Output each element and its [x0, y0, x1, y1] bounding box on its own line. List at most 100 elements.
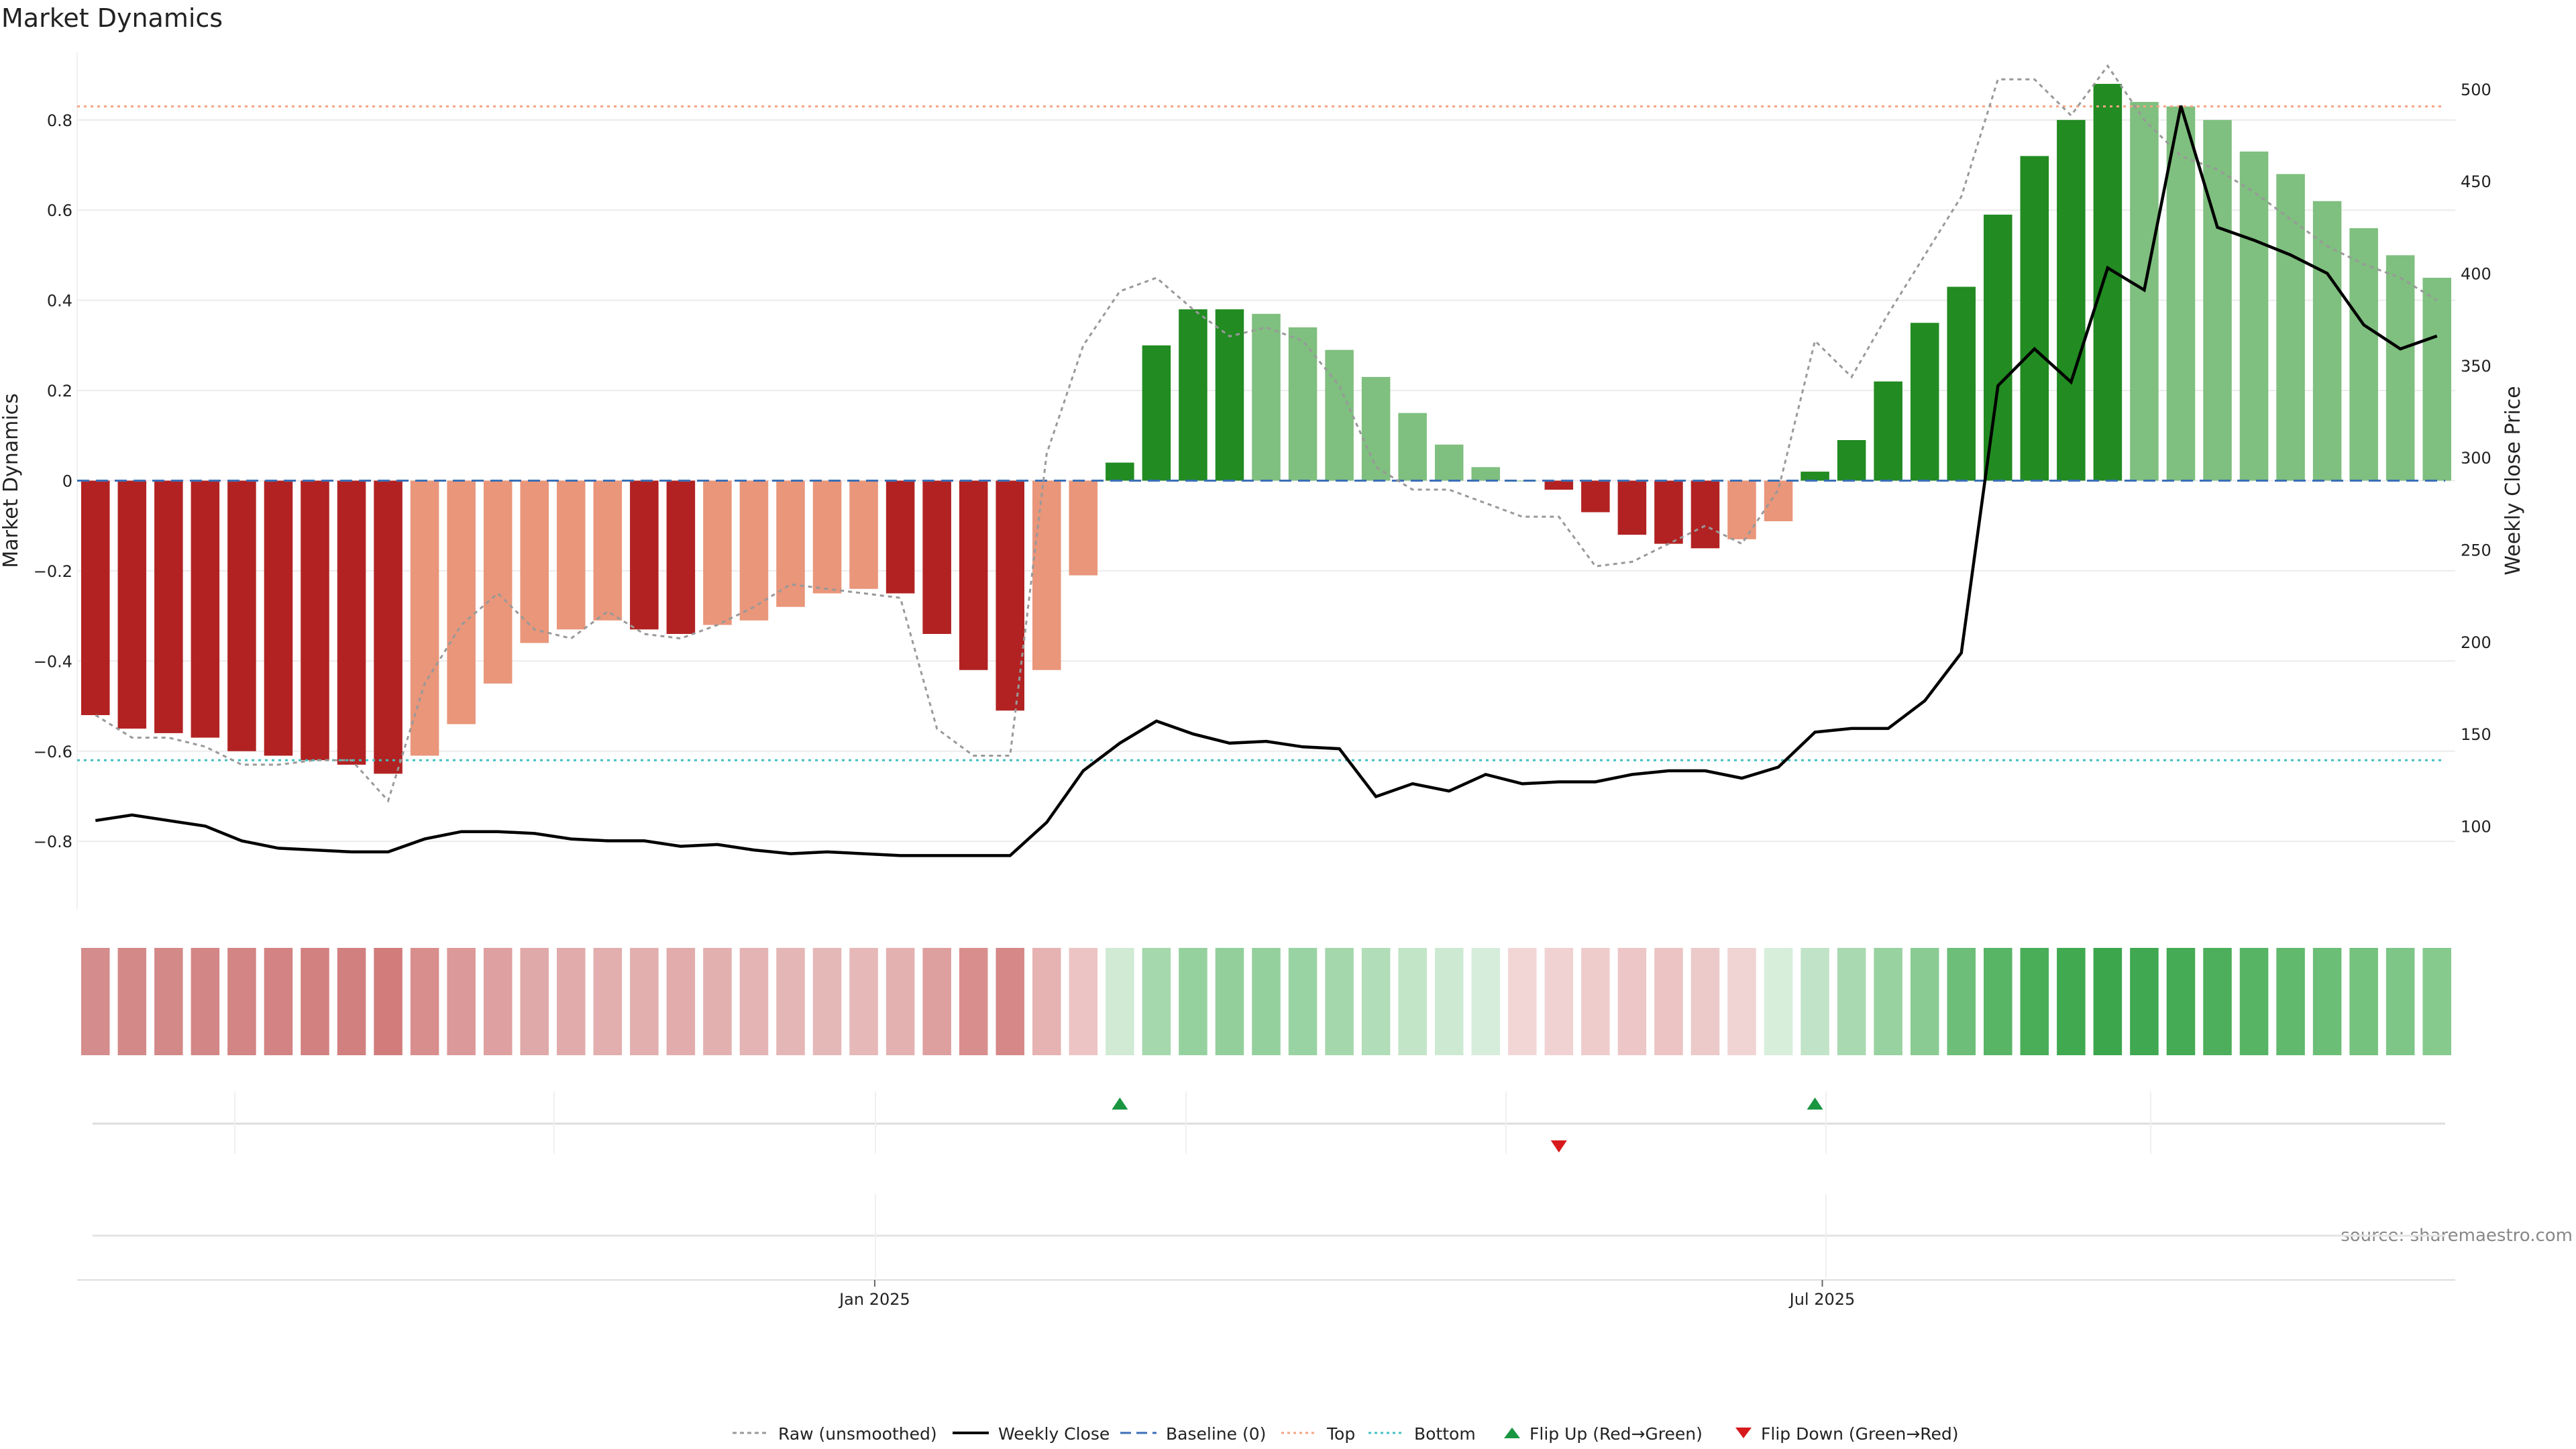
strip-cell — [483, 948, 513, 1055]
bar — [1215, 309, 1244, 481]
legend-item: Flip Up (Red→Green) — [1504, 1424, 1703, 1444]
strip-cell — [1252, 948, 1281, 1055]
bar — [1142, 345, 1171, 481]
strip-cell — [2057, 948, 2086, 1055]
bar — [959, 480, 988, 670]
bar — [812, 480, 842, 594]
flip-up-marker — [1807, 1097, 1823, 1110]
flip-markers-panel — [93, 1091, 2445, 1278]
bar — [996, 480, 1025, 711]
strip-cell — [1106, 948, 1134, 1055]
flip-down-marker — [1550, 1140, 1567, 1152]
legend-item: Raw (unsmoothed) — [733, 1424, 937, 1444]
bar — [2422, 278, 2452, 481]
strip-cell — [374, 948, 402, 1055]
bar — [2020, 156, 2049, 481]
legend-label: Flip Down (Green→Red) — [1761, 1424, 1959, 1444]
strip-cell — [1179, 948, 1208, 1055]
bar — [776, 480, 805, 607]
y2-tick-label: 250 — [2461, 541, 2491, 559]
bar — [2276, 174, 2305, 481]
strip-cell — [630, 948, 659, 1055]
strip-cell — [885, 948, 915, 1055]
bar — [1910, 323, 1939, 481]
bar — [1690, 480, 1720, 549]
x-tick-label: Jan 2025 — [838, 1290, 910, 1309]
legend-item: Weekly Close — [953, 1424, 1110, 1444]
strip-cell — [922, 948, 951, 1055]
y-tick-label: 0 — [62, 472, 72, 491]
strip-cell — [80, 948, 110, 1055]
bar — [630, 480, 659, 630]
bar — [227, 480, 256, 751]
strip-cell — [520, 948, 549, 1055]
y-axis-label: Market Dynamics — [0, 393, 23, 568]
bar — [2312, 201, 2342, 481]
bar — [447, 480, 476, 724]
strip-cell — [556, 948, 586, 1055]
y-tick-label: −0.6 — [34, 743, 72, 761]
strip-cell — [1801, 948, 1829, 1055]
legend-label: Top — [1326, 1424, 1355, 1444]
y-tick-label: −0.2 — [34, 562, 72, 581]
bar — [2349, 228, 2378, 481]
bar — [1179, 309, 1208, 481]
ticks-layer: 0.8 0.6 0.4 0.2 0 −0.2 −0.4 −0.6 −0.8 500 450 400 35… — [34, 80, 2491, 851]
bar — [1654, 480, 1683, 544]
bar — [1837, 440, 1866, 481]
bar — [666, 480, 696, 635]
x-tick-label: Jul 2025 — [1788, 1290, 1856, 1309]
bar — [849, 480, 878, 589]
bar — [191, 480, 220, 738]
strip-cell — [2093, 948, 2123, 1055]
bar — [410, 480, 439, 756]
flip-up-legend-icon — [1504, 1428, 1520, 1438]
bar — [2057, 119, 2086, 481]
chart-title: Market Dynamics — [1, 3, 223, 33]
bar — [1544, 480, 1574, 490]
bar — [922, 480, 951, 635]
y-tick-label: 0.2 — [47, 382, 72, 400]
legend-label: Weekly Close — [998, 1424, 1110, 1444]
bar — [154, 480, 183, 733]
legend-item: Baseline (0) — [1120, 1424, 1266, 1444]
y2-tick-label: 400 — [2461, 265, 2491, 284]
bar — [1581, 480, 1610, 513]
strip-cell — [410, 948, 439, 1055]
raw-line — [95, 64, 2438, 803]
y-tick-label: −0.8 — [34, 833, 72, 851]
y2-axis-label: Weekly Close Price — [2502, 386, 2525, 575]
strip-cell — [1910, 948, 1939, 1055]
x-axis: Jan 2025 Jul 2025 — [77, 1279, 2455, 1309]
strip-cell — [703, 948, 732, 1055]
bar — [1398, 413, 1427, 481]
flip-down-legend-icon — [1735, 1428, 1752, 1438]
bar — [117, 480, 147, 729]
y2-tick-label: 500 — [2461, 80, 2491, 99]
strip-cell — [1142, 948, 1171, 1055]
bar — [301, 480, 329, 761]
legend-label: Raw (unsmoothed) — [778, 1424, 937, 1444]
strip-cell — [959, 948, 988, 1055]
bar — [1874, 381, 1902, 481]
strip-cell — [812, 948, 842, 1055]
strip-cell — [227, 948, 256, 1055]
strip-cell — [1471, 948, 1501, 1055]
bar — [1983, 214, 2012, 481]
bar — [1471, 467, 1501, 481]
bar — [1801, 472, 1829, 481]
bar — [1032, 480, 1061, 670]
strip-cell — [1069, 948, 1098, 1055]
weekly-close-line — [95, 105, 2438, 857]
bar — [1252, 313, 1281, 481]
y2-tick-label: 150 — [2461, 725, 2491, 744]
strip-cell — [739, 948, 769, 1055]
strip-cell — [191, 948, 220, 1055]
strip-cell — [1654, 948, 1683, 1055]
strip-cell — [154, 948, 183, 1055]
strip-cell — [776, 948, 805, 1055]
bar — [2385, 255, 2415, 481]
strip-cell — [2276, 948, 2305, 1055]
legend: Raw (unsmoothed) Weekly Close Baseline (0)… — [733, 1424, 1959, 1444]
